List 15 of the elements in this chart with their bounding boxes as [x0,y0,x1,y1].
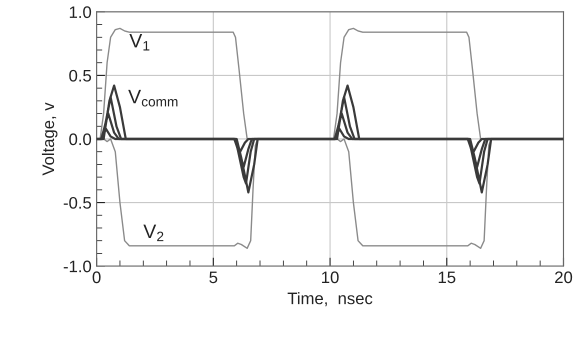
y-axis-title: Voltage, v [42,102,58,176]
series-label: V$_{comm}$ [128,90,178,107]
y-tick-label: -1.0 [64,260,92,272]
y-tick-label: 1.0 [70,6,92,18]
x-tick-label: 10 [322,271,339,284]
x-tick-label: 0 [92,271,101,284]
x-axis-title: Time, nsec [288,292,372,306]
x-tick-label: 20 [555,271,572,284]
y-tick-label: 0.5 [69,70,92,82]
series-label: V$_{2}$ [143,224,164,242]
y-tick-label: -0.5 [64,196,92,209]
x-tick-label: 5 [209,272,218,284]
x-tick-label: 15 [438,272,456,284]
y-tick-label: 0.0 [69,133,92,146]
series-label: V$_{1}$ [129,34,150,50]
